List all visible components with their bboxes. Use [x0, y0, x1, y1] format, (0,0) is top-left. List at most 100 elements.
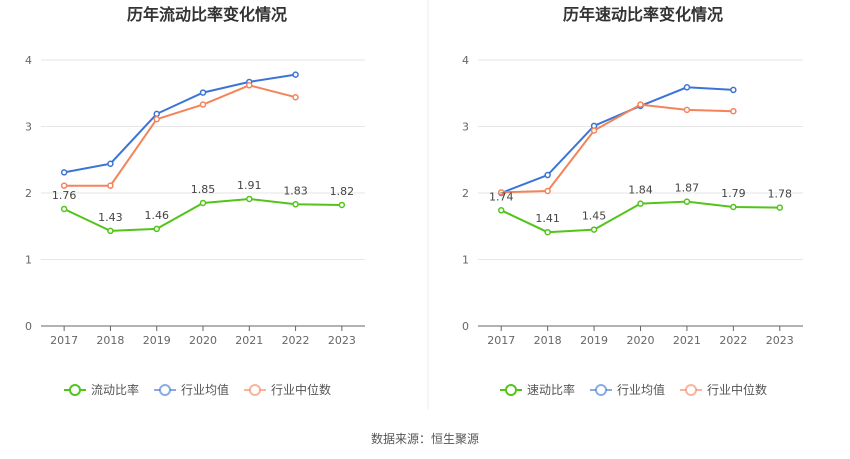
data-label: 1.83 — [283, 184, 308, 197]
legend-item: 行业均值 — [154, 382, 229, 397]
data-point — [730, 86, 737, 94]
y-tick-label: 1 — [25, 254, 32, 267]
series-line-median — [501, 103, 734, 194]
series-line-median — [64, 84, 296, 187]
data-point — [246, 195, 253, 203]
legend-marker-icon — [685, 384, 697, 396]
data-label: 1.82 — [330, 185, 355, 198]
legend-label: 行业中位数 — [707, 382, 767, 397]
data-point — [199, 89, 207, 96]
x-tick-label: 2019 — [143, 334, 171, 347]
data-point — [246, 82, 253, 89]
legend-marker-icon — [595, 384, 607, 396]
legend-item: 速动比率 — [500, 382, 575, 397]
x-tick-label: 2018 — [534, 334, 562, 347]
data-point — [590, 226, 598, 233]
data-source-note: 数据来源：恒生聚源 — [370, 432, 479, 446]
x-tick-label: 2020 — [189, 334, 217, 347]
chart-1: 历年流动比率变化情况 0 1 2 3 4 2017 2018 2019 2020 2021 2022 2… — [25, 5, 365, 397]
data-point — [497, 207, 505, 214]
y-tick-label: 4 — [462, 54, 469, 67]
data-point — [107, 182, 114, 189]
data-point — [544, 171, 551, 179]
legend-marker-icon — [249, 384, 261, 396]
data-point — [590, 127, 598, 134]
y-tick-label: 3 — [25, 121, 32, 134]
legend-label: 行业均值 — [181, 382, 229, 397]
data-point — [544, 187, 551, 195]
x-tick-label: 2021 — [235, 334, 263, 347]
legend-marker-icon — [505, 384, 517, 396]
data-point — [153, 115, 160, 123]
series-line-avg — [63, 73, 296, 174]
data-point — [637, 101, 644, 108]
data-point — [199, 101, 207, 108]
data-point — [292, 71, 299, 78]
y-tick-label: 2 — [25, 187, 32, 200]
data-point — [776, 204, 784, 211]
data-label: 1.87 — [675, 182, 700, 195]
data-label: 1.79 — [721, 187, 746, 200]
data-point — [153, 225, 160, 233]
data-point — [730, 107, 737, 115]
y-tick-label: 3 — [462, 121, 469, 134]
x-tick-label: 2023 — [328, 334, 356, 347]
data-label: 1.41 — [535, 212, 560, 225]
legend-label: 速动比率 — [527, 382, 575, 397]
legend-label: 行业均值 — [617, 382, 665, 397]
y-tick-label: 4 — [25, 54, 32, 67]
data-point — [60, 182, 68, 189]
data-label: 1.91 — [237, 179, 262, 192]
chart-title: 历年流动比率变化情况 — [127, 5, 287, 24]
x-tick-label: 2018 — [96, 334, 124, 347]
x-tick-label: 2020 — [627, 334, 655, 347]
data-point — [338, 201, 346, 209]
data-label: 1.85 — [191, 183, 216, 196]
data-point — [683, 106, 691, 114]
data-point — [497, 189, 505, 196]
data-label: 1.78 — [768, 188, 793, 201]
data-point — [683, 84, 691, 91]
data-label: 1.43 — [98, 211, 123, 224]
data-point — [544, 228, 551, 236]
legend-marker-icon — [69, 384, 81, 396]
data-point — [292, 201, 299, 208]
x-tick-label: 2019 — [580, 334, 608, 347]
x-tick-label: 2023 — [766, 334, 794, 347]
data-point — [153, 110, 160, 118]
data-point — [637, 200, 644, 207]
data-label: 1.45 — [582, 210, 607, 223]
x-tick-label: 2017 — [487, 334, 515, 347]
data-point — [107, 160, 114, 167]
y-tick-label: 0 — [25, 320, 32, 333]
x-tick-label: 2022 — [282, 334, 310, 347]
x-tick-label: 2021 — [673, 334, 701, 347]
series-line-avg — [500, 86, 734, 194]
data-point — [683, 198, 691, 205]
x-tick-label: 2022 — [719, 334, 747, 347]
legend-label: 行业中位数 — [271, 382, 331, 397]
chart-2: 历年速动比率变化情况 0 1 2 3 4 2017 2018 2019 2020 2021 2022 2… — [462, 5, 803, 397]
data-point — [60, 205, 68, 213]
x-tick-label: 2017 — [50, 334, 78, 347]
legend-marker-icon — [159, 384, 171, 396]
data-point — [107, 227, 114, 235]
data-label: 1.46 — [144, 209, 169, 222]
y-tick-label: 0 — [462, 320, 469, 333]
chart-title: 历年速动比率变化情况 — [563, 5, 723, 24]
data-point — [730, 203, 737, 211]
data-label: 1.76 — [52, 189, 77, 202]
data-point — [199, 199, 207, 207]
data-label: 1.74 — [489, 190, 514, 203]
y-tick-label: 1 — [462, 254, 469, 267]
data-label: 1.84 — [628, 184, 653, 197]
y-tick-label: 2 — [462, 187, 469, 200]
legend-label: 流动比率 — [91, 382, 139, 397]
data-point — [60, 169, 68, 176]
legend-item: 流动比率 — [64, 382, 139, 397]
legend-item: 行业中位数 — [244, 382, 331, 397]
data-point — [292, 93, 299, 101]
legend-item: 行业中位数 — [680, 382, 767, 397]
legend-item: 行业均值 — [590, 382, 665, 397]
